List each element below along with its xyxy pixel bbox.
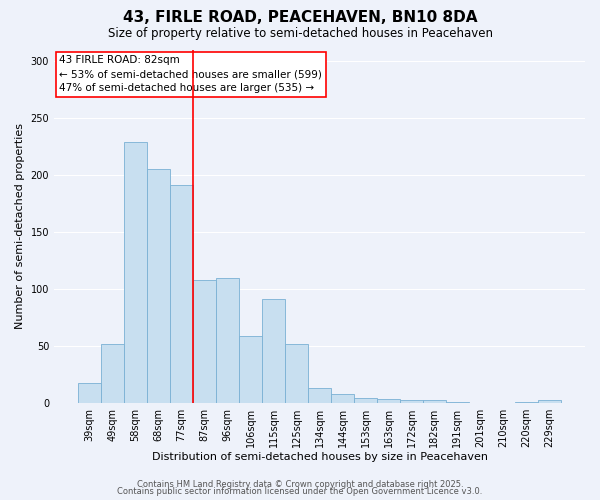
Text: Contains HM Land Registry data © Crown copyright and database right 2025.: Contains HM Land Registry data © Crown c… — [137, 480, 463, 489]
Bar — [147, 170, 170, 402]
Bar — [78, 384, 101, 402]
Bar — [170, 186, 193, 402]
Text: 43 FIRLE ROAD: 82sqm
← 53% of semi-detached houses are smaller (599)
47% of semi: 43 FIRLE ROAD: 82sqm ← 53% of semi-detac… — [59, 56, 322, 94]
Bar — [538, 400, 561, 402]
Bar — [239, 336, 262, 402]
Bar — [193, 280, 216, 402]
X-axis label: Distribution of semi-detached houses by size in Peacehaven: Distribution of semi-detached houses by … — [152, 452, 488, 462]
Text: Contains public sector information licensed under the Open Government Licence v3: Contains public sector information licen… — [118, 487, 482, 496]
Text: Size of property relative to semi-detached houses in Peacehaven: Size of property relative to semi-detach… — [107, 28, 493, 40]
Bar — [285, 344, 308, 402]
Bar — [400, 400, 423, 402]
Bar — [101, 344, 124, 402]
Bar — [377, 400, 400, 402]
Bar — [262, 299, 285, 403]
Bar — [308, 388, 331, 402]
Bar — [124, 142, 147, 403]
Bar — [216, 278, 239, 402]
Text: 43, FIRLE ROAD, PEACEHAVEN, BN10 8DA: 43, FIRLE ROAD, PEACEHAVEN, BN10 8DA — [123, 10, 477, 25]
Y-axis label: Number of semi-detached properties: Number of semi-detached properties — [15, 124, 25, 330]
Bar — [354, 398, 377, 402]
Bar — [331, 394, 354, 402]
Bar — [423, 400, 446, 402]
